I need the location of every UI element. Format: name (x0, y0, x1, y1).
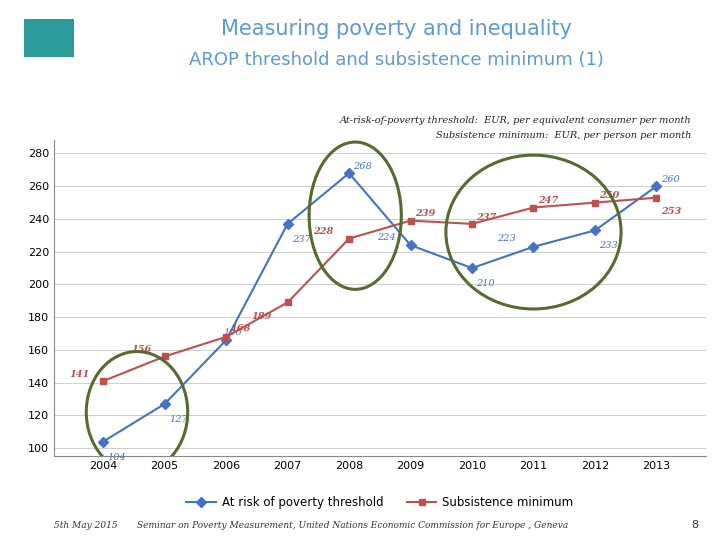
At risk of poverty threshold (222, 337, 230, 343)
Text: 210: 210 (476, 279, 495, 288)
Subsistence minimum (529, 204, 538, 211)
Text: 250: 250 (599, 192, 619, 200)
Text: 268: 268 (354, 162, 372, 171)
Subsistence minimum (99, 378, 107, 384)
Line: At risk of poverty threshold: At risk of poverty threshold (99, 170, 660, 445)
Text: 166: 166 (223, 328, 242, 336)
Text: 5th May 2015: 5th May 2015 (54, 521, 117, 530)
Text: 127: 127 (168, 415, 188, 424)
Text: At-risk-of-poverty threshold:  EUR, per equivalent consumer per month: At-risk-of-poverty threshold: EUR, per e… (340, 116, 691, 125)
At risk of poverty threshold (652, 183, 661, 190)
Text: 237: 237 (476, 213, 496, 222)
Subsistence minimum (283, 299, 292, 306)
At risk of poverty threshold (99, 438, 107, 445)
At risk of poverty threshold (468, 265, 477, 271)
Legend: At risk of poverty threshold, Subsistence minimum: At risk of poverty threshold, Subsistenc… (181, 491, 578, 514)
Text: Subsistence minimum:  EUR, per person per month: Subsistence minimum: EUR, per person per… (436, 131, 691, 140)
At risk of poverty threshold (161, 401, 169, 407)
At risk of poverty threshold (406, 242, 415, 248)
Subsistence minimum (345, 235, 354, 242)
At risk of poverty threshold (283, 221, 292, 227)
At risk of poverty threshold (345, 170, 354, 177)
Text: Seminar on Poverty Measurement, United Nations Economic Commission for Europe , : Seminar on Poverty Measurement, United N… (137, 521, 568, 530)
Text: 189: 189 (251, 312, 271, 321)
Text: 168: 168 (230, 324, 251, 333)
Text: 8: 8 (691, 520, 698, 530)
Text: Measuring poverty and inequality: Measuring poverty and inequality (220, 19, 572, 39)
Subsistence minimum (161, 353, 169, 360)
Text: AROP threshold and subsistence minimum (1): AROP threshold and subsistence minimum (… (189, 51, 603, 69)
Text: 239: 239 (415, 210, 435, 219)
Subsistence minimum (652, 194, 661, 201)
Subsistence minimum (406, 218, 415, 224)
Text: 223: 223 (498, 234, 516, 243)
Text: 247: 247 (538, 197, 558, 205)
Subsistence minimum (222, 334, 230, 340)
Text: 253: 253 (660, 207, 681, 217)
Text: 104: 104 (107, 453, 126, 462)
Text: 141: 141 (70, 370, 90, 379)
Line: Subsistence minimum: Subsistence minimum (99, 194, 660, 384)
Text: 156: 156 (131, 345, 152, 354)
Text: 260: 260 (660, 175, 680, 184)
At risk of poverty threshold (590, 227, 599, 234)
At risk of poverty threshold (529, 244, 538, 250)
Text: 228: 228 (313, 227, 333, 237)
Subsistence minimum (468, 221, 477, 227)
Text: 233: 233 (599, 241, 618, 251)
Text: 237: 237 (292, 235, 310, 244)
Subsistence minimum (590, 199, 599, 206)
Text: 224: 224 (377, 233, 396, 241)
